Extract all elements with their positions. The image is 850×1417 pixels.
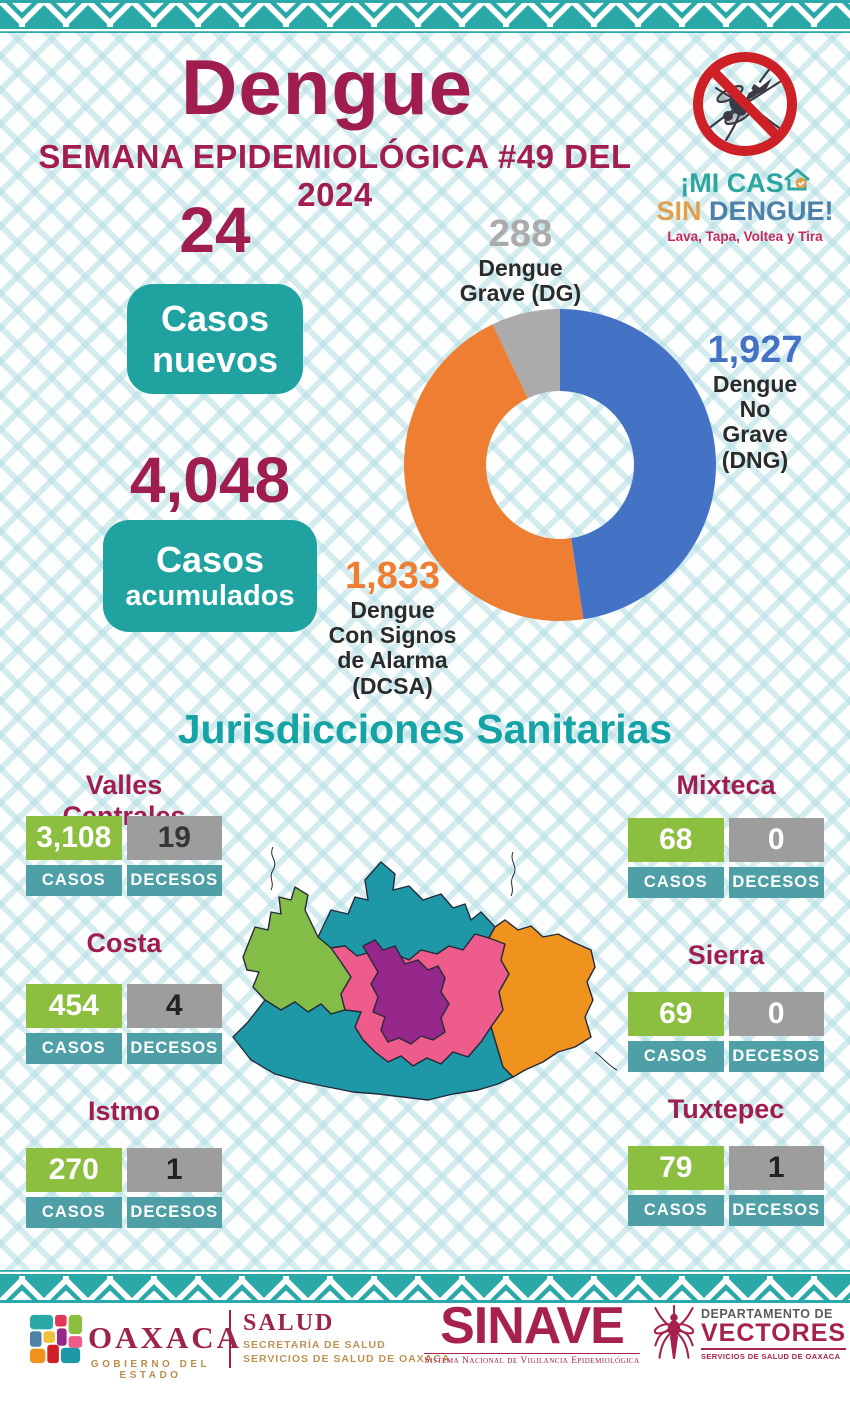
dcsa-value: 1,833 — [344, 555, 441, 597]
page-title: Dengue — [180, 43, 474, 131]
deaths-value: 4 — [126, 984, 222, 1028]
vectores-wordmark: VECTORES — [701, 1319, 847, 1347]
total-cases-badge: Casos acumulados — [103, 520, 317, 632]
deaths-value: 0 — [728, 992, 824, 1036]
new-cases-number: 24 — [179, 194, 251, 266]
salud-wordmark: SALUD — [243, 1310, 335, 1336]
servicios-label: SERVICIOS DE SALUD DE OAXACA — [243, 1353, 451, 1365]
stat-block-valles-centrales: 3,108 19 CASOS DECESOS — [26, 816, 222, 896]
campaign-line1: ¡MI CAS — [645, 168, 845, 197]
mosquito-icon — [653, 1305, 695, 1359]
stat-block-istmo: 270 1 CASOS DECESOS — [26, 1148, 222, 1228]
map-river-squiggles — [270, 846, 618, 1071]
donut-label-dcsa: 1,833 Dengue Con Signos de Alarma (DCSA) — [305, 555, 480, 699]
deaths-value: 0 — [728, 818, 824, 862]
deaths-label: DECESOS — [126, 865, 222, 896]
region-title-costa: Costa — [86, 928, 162, 958]
stat-block-mixteca: 68 0 CASOS DECESOS — [628, 818, 824, 898]
total-cases-label-2: acumulados — [125, 580, 295, 613]
deaths-value: 19 — [126, 816, 222, 860]
donut-slice — [560, 309, 716, 620]
cases-value: 79 — [628, 1146, 724, 1190]
region-title-sierra: Sierra — [687, 940, 765, 970]
footer-divider — [229, 1310, 231, 1368]
map-region-costa — [232, 999, 514, 1101]
stat-block-costa: 454 4 CASOS DECESOS — [26, 984, 222, 1064]
region-title-mixteca: Mixteca — [676, 770, 776, 800]
deaths-label: DECESOS — [126, 1033, 222, 1064]
map-region-valles-centrales — [362, 939, 450, 1045]
top-border-pattern — [0, 0, 850, 33]
deaths-value: 1 — [126, 1148, 222, 1192]
sinave-wordmark: SINAVE — [440, 1297, 625, 1355]
cases-value: 270 — [26, 1148, 122, 1192]
salud-logo: SALUD SECRETARÍA DE SALUD SERVICIOS DE S… — [243, 1310, 451, 1365]
cases-label: CASOS — [628, 1041, 724, 1072]
cases-label: CASOS — [628, 867, 724, 898]
region-title-istmo: Istmo — [87, 1096, 160, 1126]
deaths-label: DECESOS — [126, 1197, 222, 1228]
oaxaca-map — [232, 846, 618, 1101]
donut-slice — [404, 324, 584, 621]
total-cases-label-1: Casos — [155, 538, 265, 580]
region-title-tuxtepec: Tuxtepec — [667, 1094, 785, 1124]
donut-slice — [492, 309, 560, 399]
cases-value: 3,108 — [26, 816, 122, 860]
donut-label-dng: 1,927 Dengue No Grave (DNG) — [680, 329, 830, 473]
dng-value: 1,927 — [707, 329, 803, 371]
no-mosquito-icon — [693, 52, 797, 156]
oaxaca-logo: OAXACA GOBIERNO DEL ESTADO — [88, 1320, 243, 1381]
dg-value: 288 — [488, 213, 553, 255]
donut-label-dg: 288 Dengue Grave (DG) — [428, 213, 613, 307]
dng-label: Dengue No Grave (DNG) — [712, 370, 798, 473]
page-subtitle: SEMANA EPIDEMIOLÓGICA #49 DEL 2024 — [38, 138, 632, 213]
sinave-logo: SINAVE Sistema Nacional de Vigilancia Ep… — [424, 1297, 640, 1366]
cases-label: CASOS — [628, 1195, 724, 1226]
secretaria-label: SECRETARÍA DE SALUD — [243, 1339, 386, 1351]
cases-value: 68 — [628, 818, 724, 862]
departamento-label: DEPARTAMENTO DE — [701, 1307, 833, 1321]
cases-value: 69 — [628, 992, 724, 1036]
dg-label: Dengue Grave (DG) — [459, 254, 582, 307]
campaign-tagline: Lava, Tapa, Voltea y Tira — [667, 228, 823, 244]
oaxaca-wordmark: OAXACA — [88, 1320, 243, 1355]
campaign-block: ¡MI CAS SIN DENGUE! Lava, Tapa, Voltea y… — [645, 44, 845, 244]
dcsa-label: Dengue Con Signos de Alarma (DCSA) — [328, 596, 457, 699]
donut-chart — [404, 309, 716, 621]
map-region-istmo — [488, 919, 596, 1078]
oaxaca-state-emblem — [29, 1314, 83, 1364]
stat-block-tuxtepec: 79 1 CASOS DECESOS — [628, 1146, 824, 1226]
bottom-border-pattern — [0, 1270, 850, 1303]
cases-label: CASOS — [26, 1033, 122, 1064]
cases-label: CASOS — [26, 865, 122, 896]
total-cases-number: 4,048 — [129, 444, 291, 516]
new-cases-label-2: nuevos — [151, 339, 279, 380]
vectores-subtitle: SERVICIOS DE SALUD DE OAXACA — [701, 1348, 847, 1361]
deaths-value: 1 — [728, 1146, 824, 1190]
gobierno-label: GOBIERNO DEL ESTADO — [90, 1359, 211, 1381]
cases-label: CASOS — [26, 1197, 122, 1228]
cases-value: 454 — [26, 984, 122, 1028]
deaths-label: DECESOS — [728, 1041, 824, 1072]
stat-block-sierra: 69 0 CASOS DECESOS — [628, 992, 824, 1072]
sinave-subtitle: Sistema Nacional de Vigilancia Epidemiol… — [424, 1353, 640, 1366]
vectores-logo: DEPARTAMENTO DE VECTORES SERVICIOS DE SA… — [653, 1304, 847, 1364]
new-cases-label-1: Casos — [160, 297, 270, 339]
house-icon — [784, 168, 810, 191]
jurisdictions-heading: Jurisdicciones Sanitarias — [177, 706, 673, 752]
new-cases-badge: Casos nuevos — [127, 284, 303, 394]
campaign-line2: SIN DENGUE! — [656, 196, 834, 227]
deaths-label: DECESOS — [728, 1195, 824, 1226]
footer: OAXACA GOBIERNO DEL ESTADO SALUD SECRETA… — [0, 1270, 850, 1417]
deaths-label: DECESOS — [728, 867, 824, 898]
